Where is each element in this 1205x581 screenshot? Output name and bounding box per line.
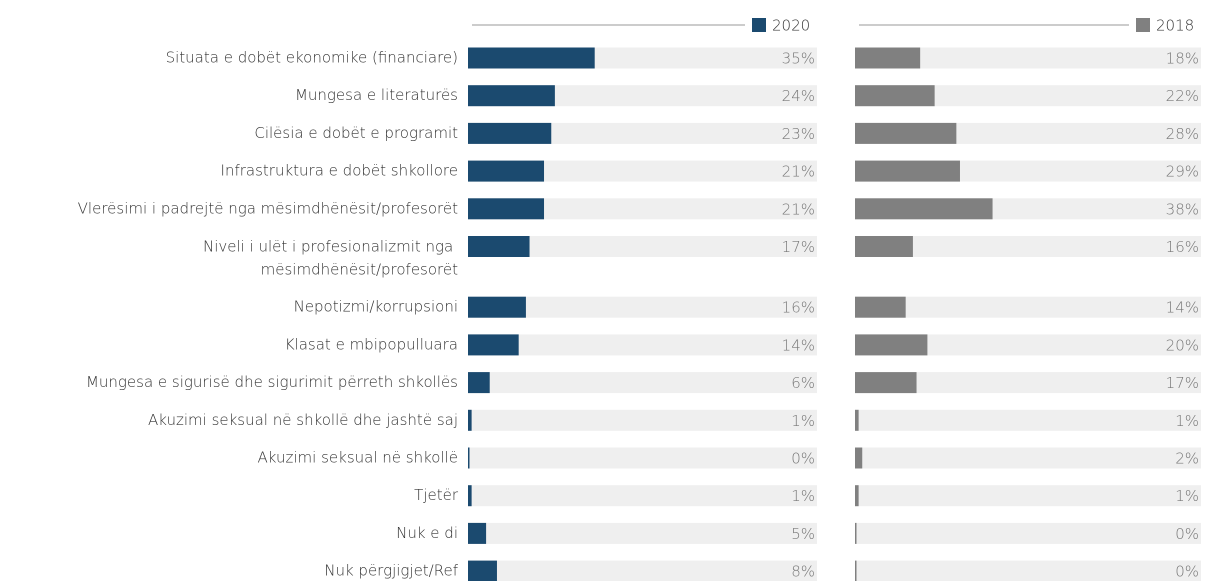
bar bbox=[855, 372, 917, 394]
bar bbox=[468, 85, 555, 107]
value-label: 23% bbox=[782, 125, 815, 143]
bar-track bbox=[855, 447, 1201, 469]
bar bbox=[855, 198, 993, 220]
bar-track bbox=[855, 236, 1201, 257]
category-label: Akuzimi seksual në shkollë bbox=[258, 449, 458, 467]
value-label: 20% bbox=[1166, 336, 1199, 354]
bar-track bbox=[468, 122, 817, 144]
bar bbox=[468, 522, 487, 544]
category-label: Niveli i ulët i profesionalizmit nga mës… bbox=[203, 237, 458, 278]
bar bbox=[855, 85, 935, 107]
bar bbox=[855, 334, 928, 356]
value-label: 1% bbox=[791, 412, 815, 430]
value-label: 1% bbox=[1175, 487, 1199, 505]
bar bbox=[855, 485, 859, 507]
value-label: 18% bbox=[1166, 50, 1199, 68]
bar-track bbox=[468, 522, 817, 544]
value-label: 6% bbox=[791, 374, 815, 392]
value-label: 38% bbox=[1166, 200, 1199, 218]
bar bbox=[468, 198, 545, 220]
bar-track bbox=[855, 409, 1201, 431]
value-label: 0% bbox=[1175, 525, 1199, 543]
bar-track bbox=[468, 409, 817, 431]
bar-track bbox=[855, 334, 1201, 356]
bar bbox=[468, 560, 497, 581]
bar-track bbox=[468, 296, 817, 318]
bar-track bbox=[855, 85, 1201, 107]
bar-track bbox=[468, 198, 817, 220]
bar bbox=[855, 296, 906, 318]
category-label: Cilësia e dobët e programit bbox=[254, 124, 458, 142]
bar bbox=[468, 236, 530, 257]
value-label: 21% bbox=[782, 163, 815, 181]
value-label: 21% bbox=[782, 200, 815, 218]
value-label: 29% bbox=[1166, 163, 1199, 181]
category-label: Nepotizmi/korrupsioni bbox=[294, 298, 458, 316]
value-label: 1% bbox=[791, 487, 815, 505]
value-label: 8% bbox=[791, 563, 815, 581]
bar-track bbox=[468, 372, 817, 394]
category-label: Nuk përgjigjet/Ref bbox=[324, 562, 458, 580]
bar bbox=[468, 372, 490, 394]
bar-track bbox=[855, 47, 1201, 69]
category-label: Vlerësimi i padrejtë nga mësimdhënësit/p… bbox=[78, 199, 458, 217]
value-label: 16% bbox=[782, 299, 815, 317]
value-label: 28% bbox=[1166, 125, 1199, 143]
bar bbox=[855, 47, 921, 69]
category-label: Mungesa e sigurisë dhe sigurimit përreth… bbox=[86, 373, 458, 391]
bar-track bbox=[468, 560, 817, 581]
bar bbox=[468, 409, 472, 431]
bar bbox=[855, 560, 857, 581]
bar bbox=[468, 47, 595, 69]
bar-track bbox=[468, 447, 817, 469]
value-label: 14% bbox=[1166, 299, 1199, 317]
bar-track bbox=[855, 372, 1201, 394]
bar-track bbox=[468, 485, 817, 507]
category-label: Situata e dobët ekonomike (financiare) bbox=[166, 49, 458, 67]
bar bbox=[468, 122, 552, 144]
bar bbox=[855, 522, 857, 544]
bar bbox=[468, 160, 545, 182]
bar bbox=[855, 122, 957, 144]
value-label: 22% bbox=[1166, 87, 1199, 105]
category-label: Klasat e mbipopulluara bbox=[285, 335, 458, 353]
bar bbox=[855, 447, 863, 469]
bar-track bbox=[468, 160, 817, 182]
bar bbox=[468, 296, 526, 318]
value-label: 14% bbox=[782, 336, 815, 354]
category-label: Tjetër bbox=[414, 486, 459, 504]
category-label: Mungesa e literaturës bbox=[295, 86, 458, 104]
bar bbox=[468, 334, 519, 356]
category-label: Infrastruktura e dobët shkollore bbox=[221, 162, 458, 180]
bar bbox=[468, 485, 472, 507]
value-label: 24% bbox=[782, 87, 815, 105]
bar-track bbox=[468, 236, 817, 257]
category-label: Nuk e di bbox=[396, 524, 458, 542]
value-label: 2% bbox=[1175, 450, 1199, 468]
bar-track bbox=[855, 485, 1201, 507]
category-label: Akuzimi seksual në shkollë dhe jashtë sa… bbox=[148, 411, 458, 429]
bar bbox=[855, 236, 913, 257]
bar-track bbox=[468, 85, 817, 107]
value-label: 35% bbox=[782, 50, 815, 68]
legend-swatch bbox=[752, 18, 766, 32]
bar-track bbox=[855, 522, 1201, 544]
bar bbox=[468, 447, 470, 469]
value-label: 17% bbox=[782, 238, 815, 256]
bar-track bbox=[855, 296, 1201, 318]
legend-label: 2020 bbox=[772, 17, 810, 35]
bar bbox=[855, 409, 859, 431]
value-label: 5% bbox=[791, 525, 815, 543]
bar-track bbox=[855, 560, 1201, 581]
bar bbox=[855, 160, 960, 182]
bar-track bbox=[468, 334, 817, 356]
value-label: 16% bbox=[1166, 238, 1199, 256]
legend-label: 2018 bbox=[1156, 17, 1194, 35]
value-label: 17% bbox=[1166, 374, 1199, 392]
value-label: 0% bbox=[791, 450, 815, 468]
legend-swatch bbox=[1136, 18, 1150, 32]
value-label: 1% bbox=[1175, 412, 1199, 430]
value-label: 0% bbox=[1175, 563, 1199, 581]
